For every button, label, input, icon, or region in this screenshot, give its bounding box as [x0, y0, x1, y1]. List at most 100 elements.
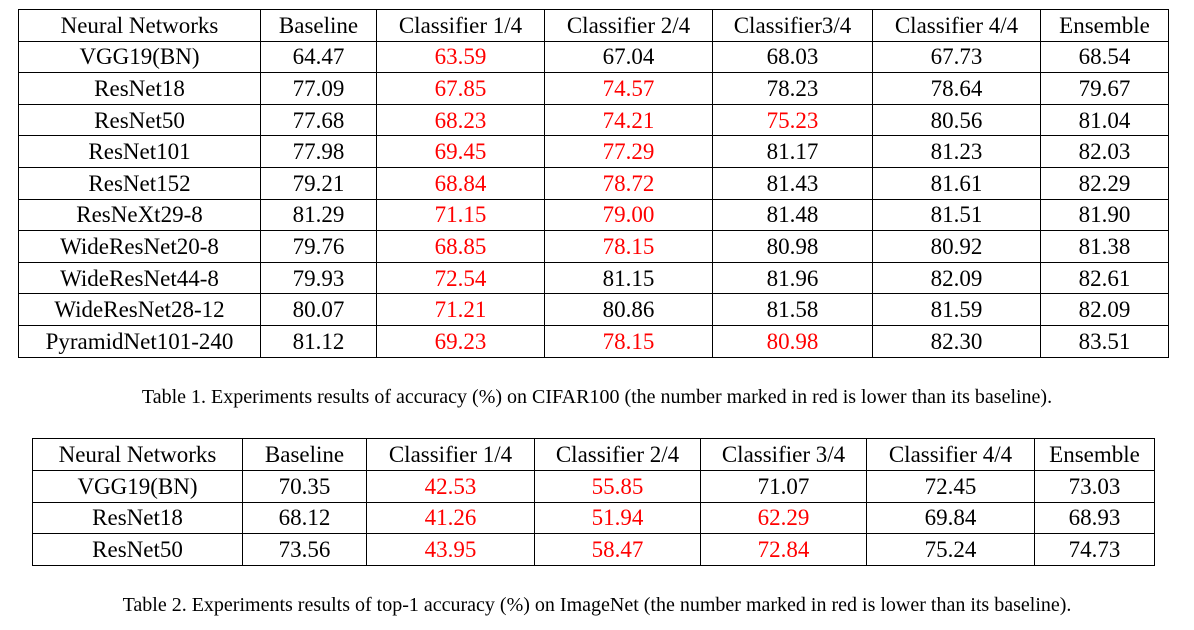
table-row: VGG19(BN) 64.47 63.59 67.04 68.03 67.73 68.54	[18, 40, 1169, 74]
value-cell: 81.12	[260, 324, 377, 358]
value-cell: 69.84	[866, 501, 1035, 535]
value-cell: 55.85	[534, 469, 701, 503]
value-cell: Classifier 3/4	[700, 438, 867, 471]
value-cell: 80.07	[260, 293, 377, 326]
value-cell: 51.94	[534, 501, 701, 535]
table-row: WideResNet20-8 79.76 68.85 78.15 80.98 80.92 8…	[18, 230, 1169, 263]
row-label-cell: ResNet152	[18, 166, 261, 200]
table-row: PyramidNet101-240 81.12 69.23 78.15 80.98 82.…	[18, 324, 1169, 358]
value-cell: 73.56	[242, 533, 367, 566]
value-cell: 78.15	[544, 230, 713, 263]
value-cell: 81.48	[712, 198, 873, 232]
table-row: ResNet50 73.56 43.95 58.47 72.84 75.24 74.73	[32, 533, 1155, 566]
value-cell: 80.92	[872, 230, 1041, 263]
row-label-cell: WideResNet44-8	[18, 261, 261, 295]
value-cell: 79.93	[260, 261, 377, 295]
value-cell: 72.45	[866, 469, 1035, 503]
value-cell: 81.90	[1040, 198, 1169, 232]
value-cell: 75.23	[712, 103, 873, 137]
table-row: ResNet18 77.09 67.85 74.57 78.23 78.64 79.67	[18, 72, 1169, 105]
value-cell: 42.53	[366, 469, 535, 503]
value-cell: 77.68	[260, 103, 377, 137]
value-cell: 82.29	[1040, 166, 1169, 200]
table-row: ResNet50 77.68 68.23 74.21 75.23 80.56 81.04	[18, 103, 1169, 137]
row-label-cell: ResNet18	[18, 72, 261, 105]
table-row: ResNet18 68.12 41.26 51.94 62.29 69.84 68.93	[32, 501, 1155, 535]
value-cell: 80.98	[712, 230, 873, 263]
table-row: ResNet101 77.98 69.45 77.29 81.17 81.23 82.03	[18, 135, 1169, 168]
value-cell: 69.23	[376, 324, 545, 358]
value-cell: 67.73	[872, 40, 1041, 74]
value-cell: 68.85	[376, 230, 545, 263]
value-cell: 80.56	[872, 103, 1041, 137]
value-cell: 67.85	[376, 72, 545, 105]
value-cell: 68.23	[376, 103, 545, 137]
value-cell: 68.12	[242, 501, 367, 535]
value-cell: 82.09	[1040, 293, 1169, 326]
value-cell: 58.47	[534, 533, 701, 566]
value-cell: 41.26	[366, 501, 535, 535]
table-row: WideResNet28-12 80.07 71.21 80.86 81.58 81.59…	[18, 293, 1169, 326]
value-cell: 82.09	[872, 261, 1041, 295]
value-cell: 73.03	[1034, 469, 1155, 503]
value-cell: Classifier 2/4	[534, 438, 701, 471]
value-cell: 71.07	[700, 469, 867, 503]
value-cell: 75.24	[866, 533, 1035, 566]
value-cell: Classifier3/4	[712, 9, 873, 42]
row-label-cell: ResNet50	[32, 533, 243, 566]
imagenet-results-table: Neural Networks Baseline Classifier 1/4 Cla…	[32, 438, 1155, 566]
cifar100-results-table: Neural Networks Baseline Classifier 1/4 Cla…	[18, 9, 1169, 358]
value-cell: 68.03	[712, 40, 873, 74]
value-cell: 71.21	[376, 293, 545, 326]
value-cell: 82.03	[1040, 135, 1169, 168]
value-cell: 81.17	[712, 135, 873, 168]
row-label-cell: PyramidNet101-240	[18, 324, 261, 358]
row-label-cell: Neural Networks	[32, 438, 243, 471]
value-cell: 81.04	[1040, 103, 1169, 137]
value-cell: Classifier 1/4	[376, 9, 545, 42]
value-cell: 81.38	[1040, 230, 1169, 263]
value-cell: 77.29	[544, 135, 713, 168]
value-cell: Classifier 2/4	[544, 9, 713, 42]
value-cell: 77.98	[260, 135, 377, 168]
value-cell: 68.54	[1040, 40, 1169, 74]
value-cell: Baseline	[260, 9, 377, 42]
value-cell: 68.84	[376, 166, 545, 200]
value-cell: 69.45	[376, 135, 545, 168]
value-cell: 78.64	[872, 72, 1041, 105]
value-cell: 82.30	[872, 324, 1041, 358]
value-cell: Classifier 4/4	[866, 438, 1035, 471]
value-cell: 43.95	[366, 533, 535, 566]
table-header-row: Neural Networks Baseline Classifier 1/4 Cla…	[18, 9, 1169, 42]
value-cell: 83.51	[1040, 324, 1169, 358]
value-cell: 79.76	[260, 230, 377, 263]
value-cell: 78.72	[544, 166, 713, 200]
value-cell: 79.00	[544, 198, 713, 232]
value-cell: 81.29	[260, 198, 377, 232]
cifar100-table-body: Neural Networks Baseline Classifier 1/4 Cla…	[18, 9, 1169, 358]
imagenet-table-body: Neural Networks Baseline Classifier 1/4 Cla…	[32, 438, 1155, 566]
value-cell: Ensemble	[1034, 438, 1155, 471]
value-cell: Ensemble	[1040, 9, 1169, 42]
table-row: ResNeXt29-8 81.29 71.15 79.00 81.48 81.51 81.9…	[18, 198, 1169, 232]
value-cell: 79.21	[260, 166, 377, 200]
value-cell: 81.58	[712, 293, 873, 326]
value-cell: 72.54	[376, 261, 545, 295]
row-label-cell: ResNet101	[18, 135, 261, 168]
value-cell: Classifier 4/4	[872, 9, 1041, 42]
value-cell: 81.59	[872, 293, 1041, 326]
value-cell: 68.93	[1034, 501, 1155, 535]
table-row: WideResNet44-8 79.93 72.54 81.15 81.96 82.09 8…	[18, 261, 1169, 295]
value-cell: Classifier 1/4	[366, 438, 535, 471]
value-cell: 77.09	[260, 72, 377, 105]
value-cell: Baseline	[242, 438, 367, 471]
value-cell: 78.23	[712, 72, 873, 105]
value-cell: 81.43	[712, 166, 873, 200]
value-cell: 67.04	[544, 40, 713, 74]
row-label-cell: WideResNet20-8	[18, 230, 261, 263]
value-cell: 81.23	[872, 135, 1041, 168]
value-cell: 63.59	[376, 40, 545, 74]
value-cell: 78.15	[544, 324, 713, 358]
value-cell: 64.47	[260, 40, 377, 74]
value-cell: 81.61	[872, 166, 1041, 200]
